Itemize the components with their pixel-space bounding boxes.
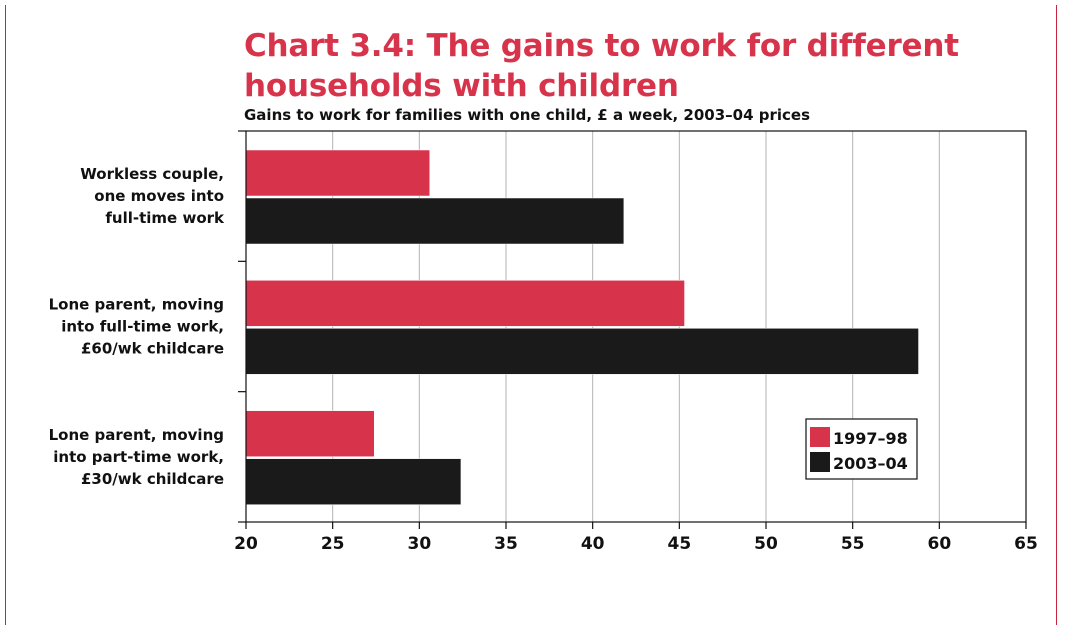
x-tick-label: 20 bbox=[234, 534, 258, 554]
x-tick-label: 50 bbox=[754, 534, 778, 554]
legend: 1997–98 2003–04 bbox=[805, 418, 918, 480]
bar bbox=[245, 410, 375, 457]
x-tick-label: 25 bbox=[321, 534, 345, 554]
legend-swatch bbox=[810, 427, 830, 447]
x-tick-label: 30 bbox=[407, 534, 431, 554]
chart-title: Chart 3.4: The gains to work for differe… bbox=[244, 28, 959, 104]
x-tick-label: 55 bbox=[841, 534, 865, 554]
category-label: Lone parent, moving into part-time work, £… bbox=[49, 426, 224, 488]
category-label: Workless couple, one moves into full-time … bbox=[80, 165, 225, 227]
bar bbox=[245, 280, 685, 327]
bar bbox=[245, 197, 625, 245]
bar-chart: 20 25 30 35 40 45 50 55 60 65 Workless couple, one … bbox=[49, 130, 1038, 554]
x-tick-label: 45 bbox=[667, 534, 691, 554]
x-tick-label: 35 bbox=[494, 534, 518, 554]
chart-frame bbox=[5, 5, 1057, 625]
x-tick-label: 40 bbox=[581, 534, 605, 554]
bar bbox=[245, 458, 462, 505]
category-label: Lone parent, moving into full-time work, £… bbox=[49, 296, 224, 358]
legend-label: 2003–04 bbox=[833, 454, 908, 473]
x-tick-label: 60 bbox=[927, 534, 951, 554]
chart-subtitle: Gains to work for families with one chil… bbox=[244, 106, 811, 124]
legend-swatch bbox=[810, 452, 830, 472]
legend-label: 1997–98 bbox=[833, 429, 908, 448]
x-tick-label: 65 bbox=[1014, 534, 1038, 554]
plot-border bbox=[245, 130, 1027, 523]
bar bbox=[245, 328, 919, 375]
bar bbox=[245, 149, 430, 197]
